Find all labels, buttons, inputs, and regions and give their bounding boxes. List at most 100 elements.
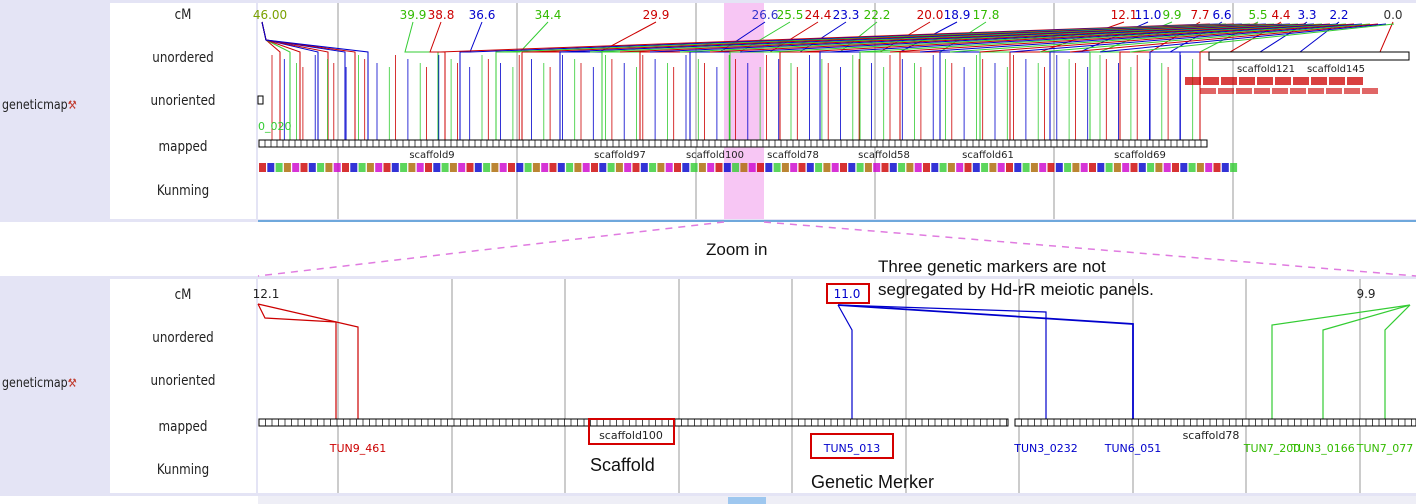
kunming-marker — [317, 163, 325, 172]
cm-label: 11.0 — [1135, 8, 1162, 22]
kunming-marker — [939, 163, 947, 172]
zoom-in-label: Zoom in — [706, 240, 768, 259]
unordered-marker — [1311, 77, 1327, 85]
kunming-marker — [1030, 163, 1038, 172]
horizontal-scrollbar[interactable] — [258, 496, 1416, 504]
cm-label: 2.2 — [1329, 8, 1348, 22]
wrench-icon[interactable]: ⚒ — [67, 376, 77, 390]
annotation-note-line1: Three genetic markers are not — [878, 257, 1106, 276]
cm-label: 4.4 — [1271, 8, 1290, 22]
cm-label: 11.0 — [834, 287, 861, 301]
cm-label: 9.9 — [1162, 8, 1181, 22]
overview-scaffolds — [258, 139, 1208, 148]
unordered-marker — [1272, 88, 1288, 94]
marker-fan — [919, 23, 1339, 53]
kunming-marker — [1138, 163, 1146, 172]
kunming-marker — [889, 163, 897, 172]
kunming-marker — [283, 163, 291, 172]
kunming-marker — [275, 163, 283, 172]
kunming-marker — [292, 163, 300, 172]
unordered-marker — [1218, 88, 1234, 94]
kunming-marker — [748, 163, 756, 172]
unordered-marker — [1347, 77, 1363, 85]
marker-link — [404, 21, 439, 142]
unordered-marker-labels — [257, 77, 1378, 105]
kunming-marker — [798, 163, 806, 172]
kunming-marker — [840, 163, 847, 172]
marker-fan — [709, 23, 1283, 53]
kunming-marker — [557, 163, 565, 172]
kunming-marker — [391, 163, 399, 172]
genetic-marker-label: TUN9_461 — [329, 442, 387, 455]
overview-plot-area — [258, 3, 1416, 219]
kunming-marker — [449, 163, 457, 172]
unordered-marker — [1326, 88, 1342, 94]
scaffold-name: scaffold145 — [1307, 64, 1365, 75]
kunming-marker — [989, 163, 997, 172]
kunming-marker — [441, 163, 449, 172]
scaffold-name: scaffold61 — [962, 150, 1014, 161]
detail-scaffold-78 — [1014, 418, 1416, 427]
kunming-marker — [806, 163, 814, 172]
marker-link — [837, 304, 1047, 422]
kunming-marker — [1072, 163, 1080, 172]
marker-link — [1322, 304, 1411, 422]
kunming-marker — [1105, 163, 1113, 172]
cm-label: 34.4 — [535, 8, 562, 22]
kunming-marker — [1014, 163, 1022, 172]
unoriented-box — [257, 95, 264, 105]
kunming-marker — [881, 163, 889, 172]
kunming-marker — [906, 163, 914, 172]
kunming-marker — [1097, 163, 1105, 172]
kunming-marker — [657, 163, 665, 172]
kunming-marker — [433, 163, 441, 172]
kunming-marker — [765, 163, 773, 172]
track-name[interactable]: geneticmap⚒ — [2, 98, 77, 113]
overview-marker-links — [261, 21, 1395, 142]
genetic-marker-label: TUN7_200 — [1243, 442, 1301, 455]
kunming-marker — [682, 163, 690, 172]
kunming-marker — [723, 163, 731, 172]
marker-fan — [1099, 23, 1387, 53]
scrollbar-thumb[interactable] — [728, 497, 766, 504]
unordered-marker — [1290, 88, 1306, 94]
marker-fan — [769, 23, 1299, 53]
wrench-icon[interactable]: ⚒ — [67, 98, 77, 112]
detail-scaffold-labels: scaffold100 scaffold78 — [599, 429, 1239, 442]
row-label-unordered: unordered — [152, 50, 214, 66]
zoom-highlight[interactable] — [724, 3, 764, 219]
scaffold-name: scaffold58 — [858, 150, 910, 161]
marker-link — [837, 304, 1134, 422]
marker-link — [1271, 304, 1411, 422]
kunming-marker — [1163, 163, 1171, 172]
detail-scaffold-100 — [258, 418, 1009, 427]
kunming-marker — [342, 163, 349, 172]
unordered-marker — [1239, 77, 1255, 85]
kunming-marker — [566, 163, 574, 172]
cm-label: 24.4 — [805, 8, 832, 22]
marker-fan — [679, 23, 1275, 53]
kunming-marker — [1196, 163, 1204, 172]
marker-fan — [739, 23, 1291, 53]
overview-row-labels: cM unordered unoriented mapped Kunming — [110, 3, 256, 219]
kunming-marker — [1022, 163, 1030, 172]
kunming-marker — [582, 163, 590, 172]
kunming-marker — [1155, 163, 1163, 172]
kunming-marker — [1172, 163, 1179, 172]
marker-fan — [829, 23, 1315, 53]
kunming-marker — [366, 163, 374, 172]
kunming-marker — [325, 163, 333, 172]
kunming-marker — [524, 163, 532, 172]
kunming-marker — [1064, 163, 1072, 172]
kunming-marker — [483, 163, 491, 172]
kunming-marker — [856, 163, 864, 172]
kunming-marker — [574, 163, 582, 172]
genetic-marker-label: TUN3_0166 — [1290, 442, 1355, 455]
track-name[interactable]: geneticmap⚒ — [2, 376, 77, 391]
kunming-marker — [607, 163, 615, 172]
unordered-marker — [1329, 77, 1345, 85]
kunming-marker — [981, 163, 989, 172]
scaffold-name: scaffold9 — [409, 150, 454, 161]
kunming-marker — [898, 163, 906, 172]
